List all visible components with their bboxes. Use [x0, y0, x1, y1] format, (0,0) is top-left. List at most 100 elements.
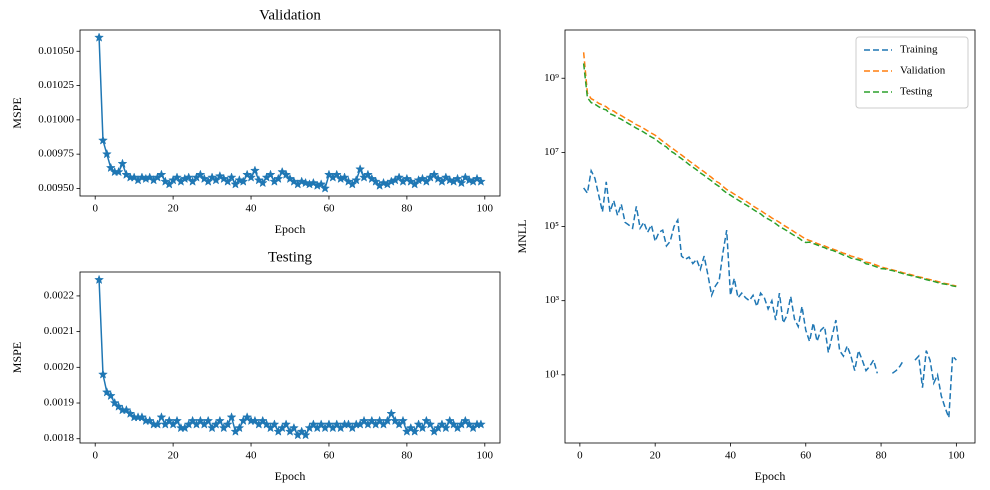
- y-tick-label: 10³: [545, 294, 560, 306]
- x-tick-label: 60: [323, 203, 335, 215]
- x-tick-label: 100: [477, 450, 494, 462]
- marker: [98, 369, 108, 379]
- marker: [409, 426, 420, 436]
- axes-frame: [564, 29, 976, 444]
- marker: [452, 173, 463, 184]
- marker: [347, 179, 358, 189]
- marker: [265, 169, 276, 179]
- marker: [238, 176, 249, 186]
- axes: 0 20 40 60 80 100 10¹ 10³ 10⁵ 10⁷ 10⁹ Epoch MNLL Trai…: [515, 29, 976, 483]
- y-tick-label: 0.0021: [44, 325, 74, 337]
- marker: [316, 179, 327, 189]
- marker: [101, 148, 112, 159]
- marker: [94, 32, 105, 42]
- marker: [281, 419, 292, 429]
- marker: [339, 172, 350, 182]
- axes-frame: [79, 29, 501, 197]
- marker: [164, 179, 175, 189]
- marker: [230, 179, 241, 189]
- marker: [203, 415, 214, 426]
- x-axis-label: Epoch: [755, 469, 786, 483]
- marker: [214, 415, 225, 426]
- y-tick-label: 0.0018: [44, 432, 75, 444]
- x-tick-label: 20: [168, 450, 180, 462]
- marker: [436, 419, 447, 429]
- marker: [436, 176, 447, 186]
- axes: 0 20 40 60 80 100 0.00950 0.00975 0.01000 0.01025…: [10, 7, 501, 236]
- series-line: [583, 168, 957, 418]
- marker: [117, 158, 128, 168]
- marker: [296, 426, 307, 436]
- legend: Training Validation Testing: [855, 36, 969, 109]
- marker: [222, 176, 233, 186]
- x-tick-label: 20: [168, 203, 180, 215]
- x-tick-label: 60: [800, 450, 812, 462]
- marker: [144, 415, 155, 426]
- marker: [460, 415, 471, 426]
- y-tick-label: 10⁵: [544, 220, 559, 232]
- marker: [105, 162, 116, 173]
- x-axis-label: Epoch: [275, 469, 306, 483]
- y-tick-label: 0.00975: [38, 148, 74, 160]
- y-tick-label: 10⁹: [544, 72, 559, 84]
- marker: [234, 422, 245, 433]
- marker: [109, 397, 120, 408]
- legend-label: Training: [900, 44, 938, 56]
- marker: [226, 172, 237, 182]
- marker: [226, 412, 237, 422]
- marker: [331, 169, 342, 179]
- series-line: [98, 279, 481, 437]
- x-tick-label: 80: [876, 450, 888, 462]
- marker: [429, 169, 440, 179]
- x-tick-label: 20: [650, 450, 662, 462]
- marker: [421, 176, 432, 186]
- marker: [242, 412, 253, 422]
- marker: [456, 177, 467, 188]
- y-tick-label: 0.01025: [38, 79, 74, 91]
- series-line: [98, 37, 482, 190]
- y-tick-label: 10⁷: [544, 146, 559, 158]
- y-tick-label: 10¹: [545, 368, 559, 380]
- marker: [113, 166, 124, 177]
- marker: [300, 429, 311, 440]
- marker: [475, 176, 486, 186]
- x-tick-label: 40: [246, 450, 258, 462]
- marker: [203, 176, 214, 186]
- y-tick-label: 0.01050: [38, 45, 74, 57]
- marker: [156, 169, 167, 179]
- marker: [94, 274, 105, 285]
- marker: [113, 401, 124, 411]
- marker: [425, 419, 436, 429]
- x-tick-label: 0: [92, 450, 98, 462]
- series-line: [582, 63, 957, 288]
- marker: [249, 165, 260, 175]
- axes-frame: [79, 271, 501, 444]
- x-axis-label: Epoch: [275, 222, 306, 236]
- marker: [273, 173, 284, 184]
- marker: [362, 169, 373, 179]
- axes-title: Validation: [259, 7, 321, 23]
- marker: [413, 419, 424, 429]
- y-tick-label: 0.01000: [38, 113, 74, 125]
- axes-title: Testing: [268, 249, 312, 265]
- marker: [440, 422, 451, 433]
- marker: [105, 390, 116, 401]
- marker: [101, 387, 112, 397]
- marker: [269, 419, 280, 429]
- marker: [320, 183, 331, 193]
- x-tick-label: 100: [948, 450, 965, 462]
- marker: [121, 404, 132, 415]
- marker: [394, 172, 405, 182]
- marker: [370, 176, 381, 186]
- x-tick-label: 40: [246, 203, 258, 215]
- marker: [187, 176, 198, 186]
- marker: [355, 164, 366, 174]
- x-tick-label: 80: [401, 450, 413, 462]
- marker: [351, 175, 362, 185]
- marker: [211, 175, 221, 185]
- y-tick-label: 0.0020: [44, 361, 75, 373]
- marker: [156, 412, 167, 422]
- marker: [222, 419, 233, 429]
- y-axis-label: MSPE: [10, 97, 24, 128]
